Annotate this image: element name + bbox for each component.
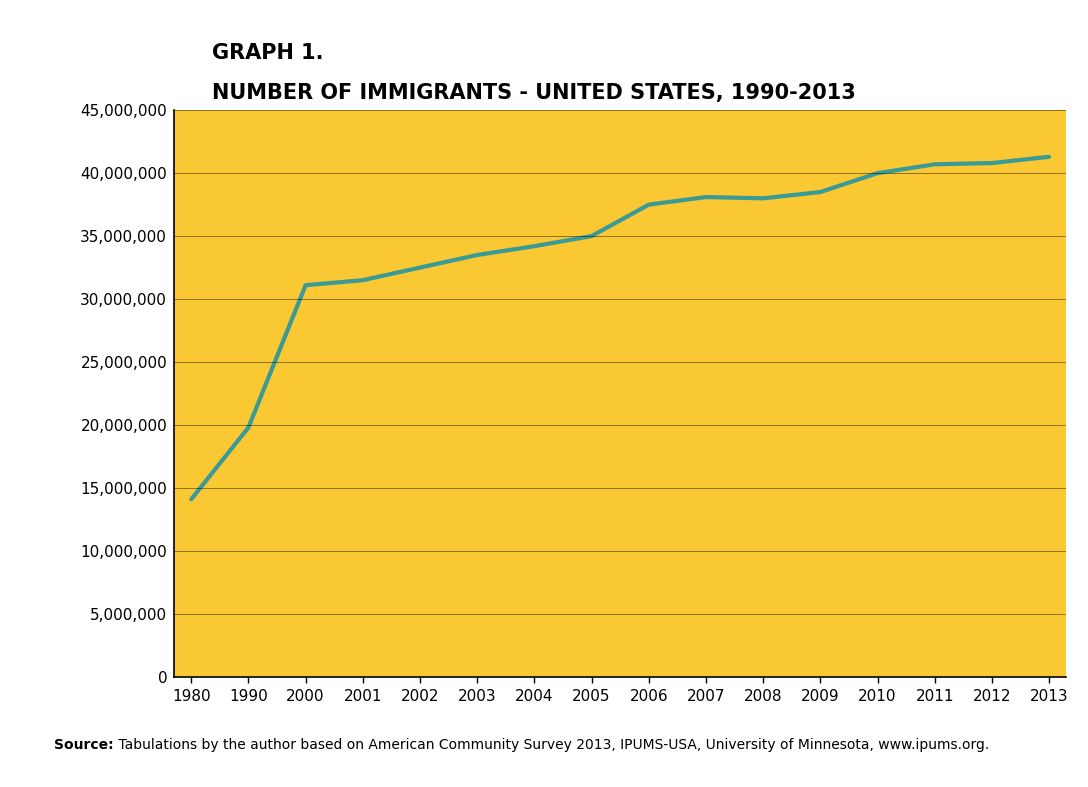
Text: Source:: Source:	[54, 737, 114, 752]
Text: Tabulations by the author based on American Community Survey 2013, IPUMS-USA, Un: Tabulations by the author based on Ameri…	[114, 737, 989, 752]
Text: GRAPH 1.: GRAPH 1.	[212, 43, 323, 63]
Text: NUMBER OF IMMIGRANTS - UNITED STATES, 1990-2013: NUMBER OF IMMIGRANTS - UNITED STATES, 19…	[212, 83, 856, 102]
